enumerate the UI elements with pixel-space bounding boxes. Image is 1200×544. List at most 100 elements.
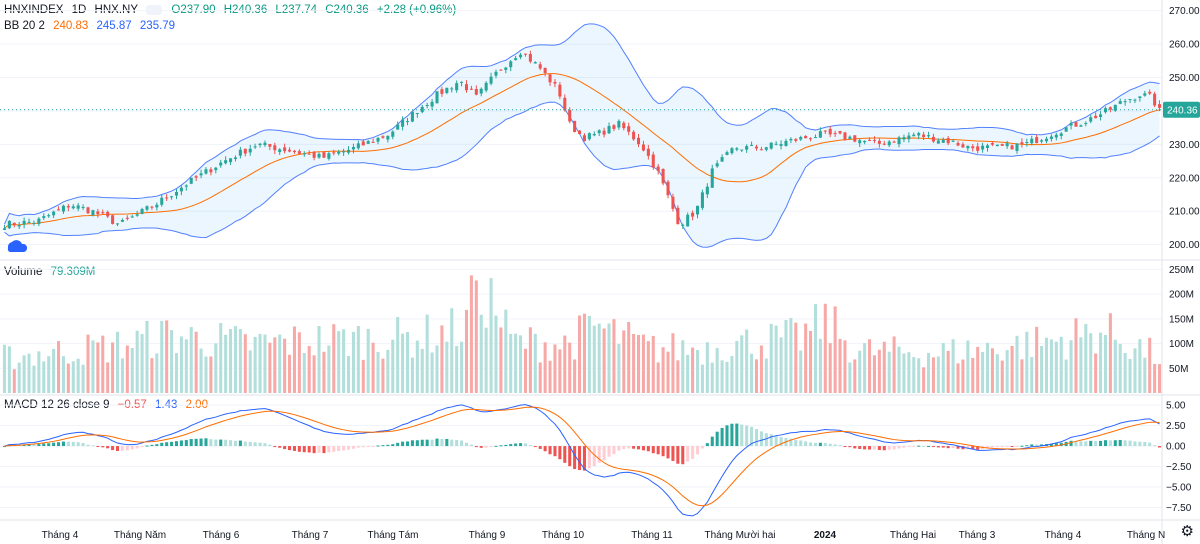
volume-bar — [273, 337, 277, 393]
volume-bar — [342, 329, 346, 393]
candle-body — [931, 136, 935, 142]
time-tick-label: 2024 — [814, 530, 837, 541]
volume-bar — [61, 356, 65, 393]
candle-body — [740, 149, 744, 151]
time-tick-label: Tháng Năm — [114, 530, 166, 541]
time-tick-label: Tháng 10 — [542, 530, 585, 541]
candle-body — [396, 124, 400, 130]
volume-bar — [111, 342, 115, 393]
volume-bar — [317, 326, 321, 393]
volume-bar — [931, 357, 935, 393]
macd-hist-bar — [1143, 441, 1147, 447]
bb-upper-line — [4, 23, 1160, 225]
eye-icon[interactable] — [146, 4, 163, 15]
volume-bar — [587, 316, 591, 393]
volume-bar — [897, 346, 901, 393]
candle-body — [327, 153, 331, 159]
candle-body — [430, 101, 434, 107]
volume-bar — [479, 314, 483, 393]
candle-body — [189, 177, 193, 184]
legend-bb[interactable]: BB 20 2 240.83 245.87 235.79 — [4, 20, 180, 32]
macd-hist-bar — [533, 446, 537, 448]
candle-body — [1108, 107, 1112, 110]
candle-body — [160, 197, 164, 205]
interval[interactable]: 1D — [71, 4, 87, 16]
macd-hist-bar — [140, 446, 144, 448]
macd-hist-bar — [224, 439, 228, 447]
volume-bar — [1074, 318, 1078, 393]
macd-hist-bar — [941, 446, 945, 448]
volume-bar — [12, 369, 16, 393]
time-tick-label: Tháng Mười hai — [704, 530, 775, 541]
candle-body — [666, 181, 670, 196]
macd-hist-bar — [504, 444, 508, 447]
candle-body — [1128, 99, 1132, 101]
candle-body — [710, 168, 714, 188]
macd-hist-bar — [199, 438, 203, 447]
macd-hist-bar — [194, 438, 198, 447]
candle-body — [951, 140, 955, 142]
volume-tick-label: 200M — [1169, 290, 1194, 301]
volume-bar — [86, 334, 90, 393]
volume-bar — [553, 344, 557, 393]
macd-hist-bar — [1040, 444, 1044, 447]
last-price-marker: 240.36 — [0, 101, 1200, 118]
macd-hist-bar — [627, 446, 631, 449]
macd-hist-bar — [592, 446, 596, 467]
macd-hist-bar — [1118, 439, 1122, 447]
macd-hist-bar — [2, 446, 6, 448]
volume-bar — [37, 351, 41, 393]
volume-bar — [1148, 337, 1152, 393]
macd-hist-bar — [145, 445, 149, 447]
volume-bar — [1113, 339, 1117, 393]
candle-body — [553, 81, 557, 84]
volume-bar — [607, 323, 611, 393]
candle-body — [371, 141, 375, 143]
volume-bar — [332, 324, 336, 393]
settings-gear-icon[interactable]: ⚙ — [1180, 523, 1194, 540]
candle-body — [858, 140, 862, 144]
volume-bar — [455, 346, 459, 393]
volume-bar — [440, 325, 444, 393]
volume-bar — [1030, 357, 1034, 393]
macd-hist-bar — [130, 446, 134, 450]
macd-hist-bar — [828, 443, 832, 447]
macd-hist-bar — [587, 446, 591, 469]
macd-hist-bar — [214, 439, 218, 447]
bb-upper: 245.87 — [96, 20, 132, 32]
candle-body — [981, 145, 985, 150]
volume-bar — [1049, 339, 1053, 393]
volume-bar — [818, 338, 822, 393]
candle-body — [1113, 104, 1117, 111]
bb-label: BB 20 2 — [4, 20, 45, 32]
volume-bar — [848, 362, 852, 393]
volume-bar — [52, 348, 56, 393]
macd-hist-bar — [813, 443, 817, 447]
macd-hist-bar — [219, 439, 223, 447]
candle-body — [361, 141, 365, 146]
volume-bar — [420, 348, 424, 393]
volume-bar — [966, 340, 970, 393]
bb-basis-line — [4, 73, 1160, 229]
candle-body — [897, 137, 901, 145]
macd-hist-bar — [494, 445, 498, 447]
macd-hist-bar — [720, 427, 724, 447]
candle-body — [1030, 138, 1034, 144]
macd-hist-bar — [91, 445, 95, 447]
candle-body — [1059, 133, 1063, 136]
candle-body — [165, 197, 169, 199]
volume-bars — [2, 275, 1162, 393]
volume-bar — [641, 334, 645, 393]
macd-hist-bar — [607, 446, 611, 457]
volume-bar — [322, 351, 326, 393]
volume-bar — [66, 363, 70, 393]
volume-bar — [794, 322, 798, 393]
volume-bar — [735, 341, 739, 393]
macd-hist-bar — [1138, 441, 1142, 447]
volume-bar — [1005, 350, 1009, 393]
symbol[interactable]: HNXINDEX — [4, 4, 64, 16]
candle-body — [523, 53, 527, 55]
candle-body — [283, 147, 287, 152]
candle-body — [637, 137, 641, 145]
